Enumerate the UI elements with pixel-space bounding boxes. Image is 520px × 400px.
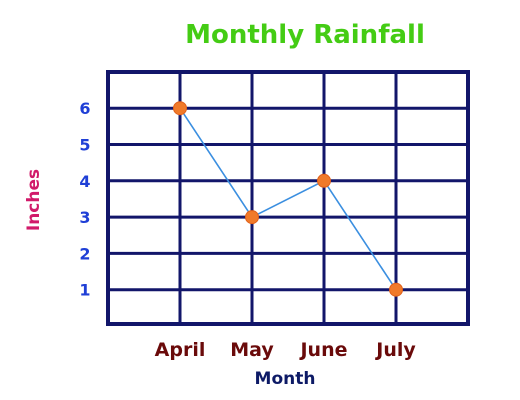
data-point [173, 101, 187, 116]
y-tick-label: 2 [79, 244, 90, 263]
series-line [179, 107, 397, 291]
x-axis-label: Month [255, 369, 316, 389]
y-tick-label: 1 [79, 281, 90, 300]
y-axis-label: Inches [24, 169, 44, 231]
y-tick-label: 4 [79, 172, 90, 191]
y-tick-label: 5 [79, 136, 90, 155]
plot-grid [106, 70, 470, 326]
data-point [389, 282, 403, 297]
series-group [173, 101, 403, 297]
x-tick-label: April [155, 339, 206, 361]
chart-title: Monthly Rainfall [185, 20, 425, 50]
y-tick-labels: 1 2 3 4 5 6 [79, 99, 90, 300]
x-tick-labels: April May June July [155, 339, 417, 361]
x-tick-label: May [230, 339, 274, 361]
data-point [317, 173, 331, 188]
plot-border [106, 70, 470, 326]
x-tick-label: June [298, 339, 347, 361]
y-tick-label: 6 [79, 99, 90, 118]
x-tick-label: July [374, 339, 416, 361]
y-tick-label: 3 [79, 208, 90, 227]
data-point [245, 210, 259, 225]
